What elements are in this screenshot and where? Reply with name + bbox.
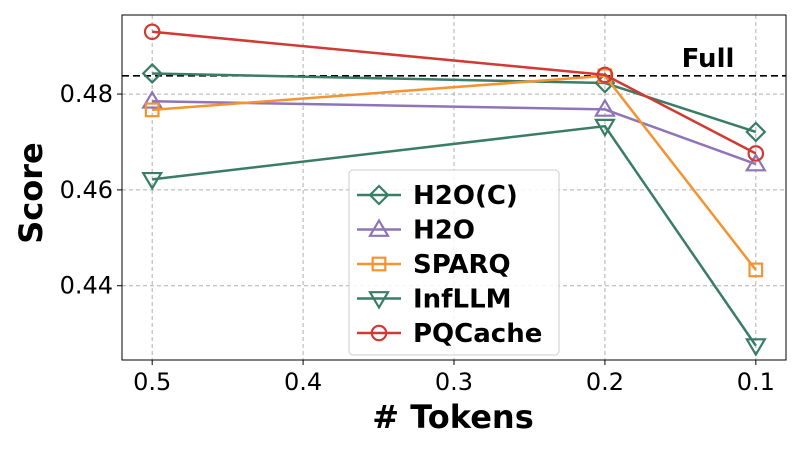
legend-marker — [368, 218, 390, 237]
data-point — [593, 98, 616, 117]
series-line — [152, 30, 757, 155]
series-line — [152, 124, 757, 347]
x-tick-label: 0.3 — [435, 368, 473, 396]
data-point — [141, 62, 163, 85]
x-tick-label: 0.5 — [133, 368, 171, 396]
x-tick-label: 0.4 — [284, 368, 322, 396]
y-tick-label: 0.44 — [60, 272, 113, 300]
axis-ticks: 0.5 0.4 0.3 0.2 0.1 0.44 0.46 0.48 — [60, 80, 775, 396]
legend-label: InfLLM — [413, 285, 512, 315]
data-point — [141, 171, 164, 191]
x-axis-title: # Tokens — [372, 398, 533, 436]
legend-label: H2O — [413, 216, 475, 246]
data-point — [748, 262, 764, 278]
data-point — [144, 102, 160, 118]
data-point — [744, 152, 767, 172]
reference-line-label: Full — [682, 44, 735, 74]
legend-label: H2O(C) — [413, 181, 518, 211]
data-point — [141, 90, 164, 109]
series-line — [152, 100, 757, 166]
legend-box — [348, 169, 560, 356]
y-tick-label: 0.46 — [60, 176, 113, 204]
data-point — [143, 23, 161, 41]
legend-marker — [368, 291, 390, 310]
y-axis-title: Score — [12, 142, 50, 243]
data-point — [747, 145, 765, 162]
legend-marker — [370, 324, 388, 342]
x-tick-label: 0.1 — [737, 368, 775, 396]
y-tick-label: 0.48 — [60, 80, 113, 108]
legend-item: SPARQ — [357, 250, 511, 280]
legend-item: PQCache — [357, 319, 542, 349]
series-pqcache — [143, 23, 765, 162]
series-infllm — [141, 118, 767, 357]
data-point — [744, 338, 767, 357]
legend-marker — [371, 256, 387, 272]
legend-item: H2O — [357, 216, 475, 246]
series-layer — [141, 23, 767, 357]
legend-marker — [368, 184, 390, 206]
series-h2o — [141, 90, 767, 172]
legend-item: H2O(C) — [357, 181, 518, 211]
data-point — [596, 66, 614, 84]
data-point — [745, 121, 767, 143]
data-point — [593, 118, 616, 138]
x-tick-label: 0.2 — [586, 368, 624, 396]
legend-label: PQCache — [413, 319, 542, 349]
legend-label: SPARQ — [413, 250, 511, 280]
legend-item: InfLLM — [357, 285, 512, 315]
legend: H2O(C) H2O SPARQ InfLLM PQCache — [348, 169, 560, 356]
